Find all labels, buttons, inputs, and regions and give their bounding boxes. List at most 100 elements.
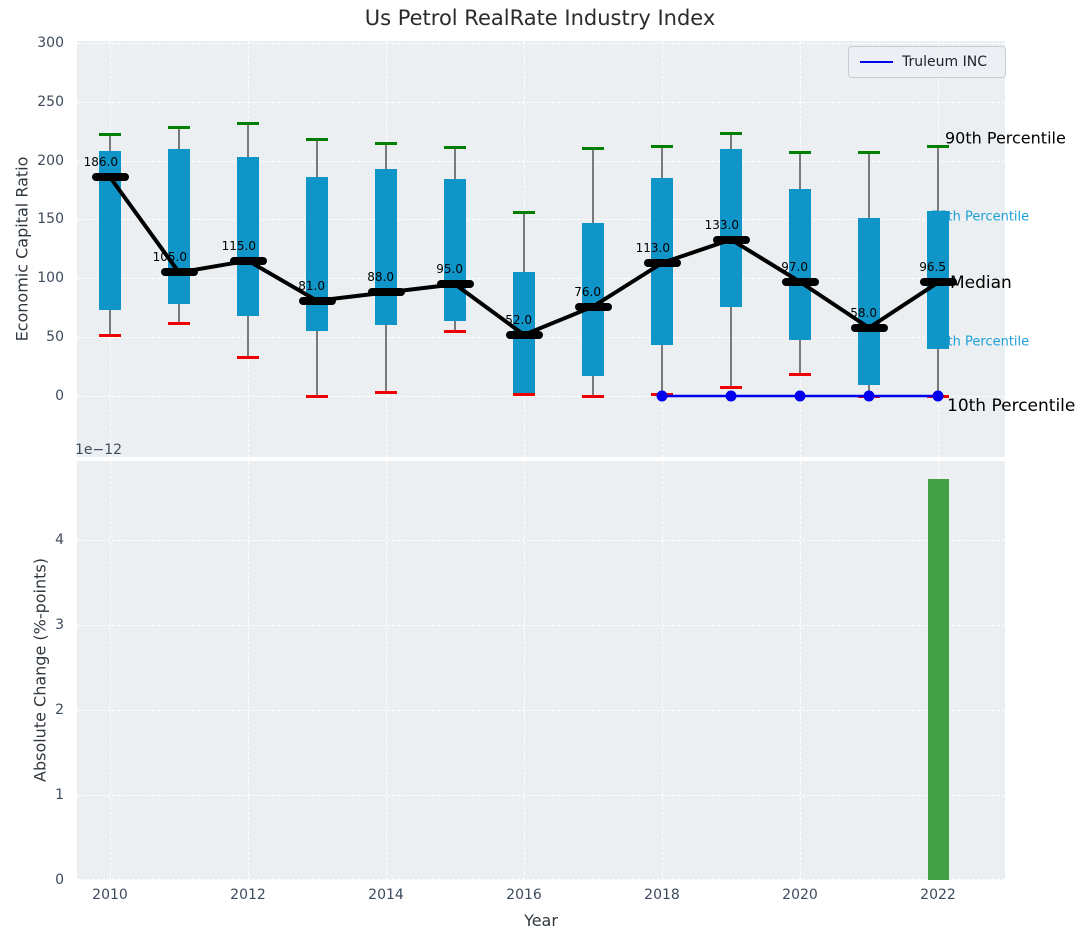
x-tick-2012: 2012 (230, 887, 266, 903)
legend-line-sample (860, 61, 893, 63)
top-y-tick-250: 250 (37, 93, 64, 110)
bottom-y-tick-2: 2 (55, 702, 64, 718)
gridline-v (110, 461, 111, 880)
median-annotation-2015: 95.0 (436, 262, 463, 277)
iqr-bar-2017 (582, 223, 604, 376)
median-marker-2020 (781, 277, 819, 286)
median-annotation-2020: 97.0 (781, 259, 808, 274)
p10-cap-2017 (582, 394, 604, 398)
top-axes: 186.0 105.0 115.0 81.0 88.0 95.0 52.0 76.0 113.0… (77, 41, 1075, 457)
median-annotation-2018: 113.0 (635, 241, 670, 256)
median-marker-2017 (574, 302, 612, 311)
offset-text: 1e−12 (75, 442, 123, 458)
median-annotation-2012: 115.0 (221, 238, 256, 253)
median-marker-2022 (919, 278, 957, 287)
truleum-point-2022 (932, 390, 944, 402)
x-axis-label: Year (524, 911, 558, 930)
p10-cap-2010 (99, 334, 121, 338)
right-label-25th-percentile: 25th Percentile (931, 334, 1030, 350)
gridline-v (386, 461, 387, 880)
x-tick-2020: 2020 (782, 887, 818, 903)
p90-cap-2010 (99, 133, 121, 137)
bottom-axes (77, 461, 1005, 880)
top-y-axis-label: Economic Capital Ratio (12, 156, 32, 342)
median-annotation-2017: 76.0 (574, 284, 601, 299)
top-y-tick-50: 50 (46, 329, 64, 346)
median-marker-2011 (160, 268, 198, 277)
top-y-tick-200: 200 (37, 152, 64, 169)
top-y-tick-150: 150 (37, 211, 64, 228)
top-y-tick-300: 300 (37, 34, 64, 51)
top-y-tick-100: 100 (37, 270, 64, 287)
median-marker-2014 (367, 288, 405, 297)
right-label-10th-percentile: 10th Percentile (947, 396, 1076, 416)
chart-title: Us Petrol RealRate Industry Index (364, 6, 716, 30)
gridline-h (77, 540, 1005, 541)
gridline-h (77, 710, 1005, 711)
p90-cap-2014 (375, 141, 397, 145)
iqr-bar-2020 (789, 188, 811, 340)
iqr-bar-2010 (99, 151, 121, 311)
gridline-h (77, 278, 1005, 280)
x-tick-2014: 2014 (368, 887, 404, 903)
p90-cap-2015 (444, 146, 466, 150)
truleum-point-2019 (725, 390, 737, 402)
p90-cap-2013 (306, 137, 328, 141)
bottom-y-tick-3: 3 (55, 617, 64, 633)
p90-cap-2012 (237, 121, 259, 125)
right-label-75th-percentile: 75th Percentile (931, 209, 1030, 225)
lines-overlay (108, 175, 944, 402)
median-marker-2021 (850, 323, 888, 332)
iqr-bar-2012 (237, 157, 259, 316)
change-bar-2022 (927, 478, 949, 880)
median-marker-2010 (91, 173, 129, 182)
median-marker-2015 (436, 280, 474, 289)
median-marker-2013 (298, 296, 336, 305)
gridline-h (77, 795, 1005, 796)
p10-cap-2020 (789, 373, 811, 377)
p10-cap-2016 (513, 393, 535, 397)
median-line (108, 175, 940, 337)
p10-cap-2015 (444, 329, 466, 333)
gridline-h (77, 879, 1005, 880)
bottom-y-tick-0: 0 (55, 872, 64, 888)
bottom-y-tick-1: 1 (55, 787, 64, 803)
median-annotation-2016: 52.0 (505, 312, 532, 327)
x-tick-2022: 2022 (920, 887, 956, 903)
x-tick-2016: 2016 (506, 887, 542, 903)
truleum-point-2018 (656, 390, 668, 402)
legend-label: Truleum INC (902, 54, 987, 70)
gridline-v (662, 461, 663, 880)
iqr-bar-2014 (375, 168, 397, 326)
p10-cap-2011 (168, 321, 190, 325)
median-annotation-2021: 58.0 (850, 305, 877, 320)
gridline-v (248, 461, 249, 880)
iqr-bar-2013 (306, 177, 328, 332)
median-marker-2018 (643, 259, 681, 268)
p90-cap-2019 (720, 132, 742, 136)
bottom-y-axis-label: Absolute Change (%-points) (30, 558, 50, 782)
gridline-h (77, 396, 1005, 397)
p90-cap-2016 (513, 210, 535, 214)
p90-cap-2020 (789, 150, 811, 154)
truleum-point-2021 (863, 390, 875, 402)
p10-cap-2013 (306, 394, 328, 398)
truleum-point-2020 (794, 390, 806, 402)
gridline-v (800, 461, 801, 880)
p90-cap-2018 (651, 145, 673, 149)
median-annotation-2011: 105.0 (152, 250, 187, 265)
median-annotation-2014: 88.0 (367, 270, 394, 285)
iqr-bar-2019 (720, 148, 742, 307)
bottom-y-tick-4: 4 (55, 532, 64, 548)
p10-cap-2019 (720, 386, 742, 390)
x-tick-2018: 2018 (644, 887, 680, 903)
iqr-bar-2021 (858, 218, 880, 386)
median-marker-2019 (712, 235, 750, 244)
p10-cap-2014 (375, 390, 397, 394)
top-y-tick-0: 0 (55, 388, 64, 404)
median-annotation-2013: 81.0 (298, 278, 325, 293)
p10-cap-2012 (237, 355, 259, 359)
median-marker-2012 (229, 256, 267, 265)
median-annotation-2010: 186.0 (83, 155, 118, 170)
